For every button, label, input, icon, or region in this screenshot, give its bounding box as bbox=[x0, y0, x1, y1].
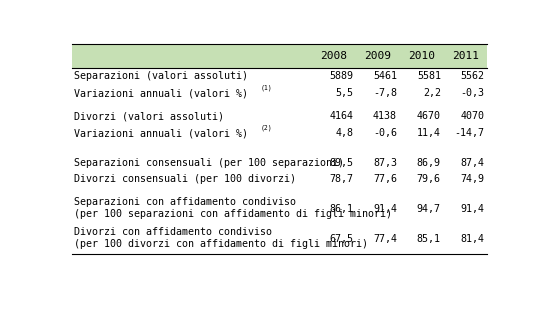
Text: 5581: 5581 bbox=[417, 71, 441, 82]
Text: 77,6: 77,6 bbox=[373, 175, 397, 184]
Text: 81,4: 81,4 bbox=[461, 234, 485, 244]
Text: (2): (2) bbox=[260, 125, 272, 131]
Text: (1): (1) bbox=[260, 85, 272, 91]
Text: 85,1: 85,1 bbox=[417, 234, 441, 244]
Text: (per 100 divorzi con affidamento di figli minori): (per 100 divorzi con affidamento di figl… bbox=[74, 239, 368, 249]
Text: 4670: 4670 bbox=[417, 112, 441, 121]
Text: 11,4: 11,4 bbox=[417, 128, 441, 138]
Text: 79,6: 79,6 bbox=[417, 175, 441, 184]
Text: Divorzi (valori assoluti): Divorzi (valori assoluti) bbox=[74, 112, 224, 121]
Text: -0,3: -0,3 bbox=[461, 88, 485, 98]
Text: Divorzi con affidamento condiviso: Divorzi con affidamento condiviso bbox=[74, 227, 272, 237]
Text: Variazioni annuali (valori %): Variazioni annuali (valori %) bbox=[74, 88, 248, 98]
Text: 87,4: 87,4 bbox=[461, 158, 485, 167]
Text: 86,9: 86,9 bbox=[417, 158, 441, 167]
Text: Separazioni con affidamento condiviso: Separazioni con affidamento condiviso bbox=[74, 197, 296, 207]
Text: 78,7: 78,7 bbox=[329, 175, 353, 184]
Text: 5,5: 5,5 bbox=[335, 88, 353, 98]
Text: 5889: 5889 bbox=[329, 71, 353, 82]
Text: 91,4: 91,4 bbox=[373, 204, 397, 214]
Text: 74,9: 74,9 bbox=[461, 175, 485, 184]
Text: 67,5: 67,5 bbox=[329, 234, 353, 244]
Text: 4,8: 4,8 bbox=[335, 128, 353, 138]
Text: Separazioni consensuali (per 100 separazioni): Separazioni consensuali (per 100 separaz… bbox=[74, 158, 344, 167]
Text: Variazioni annuali (valori %): Variazioni annuali (valori %) bbox=[74, 128, 248, 138]
Text: 4164: 4164 bbox=[329, 112, 353, 121]
Text: 2011: 2011 bbox=[452, 51, 479, 61]
Text: 2,2: 2,2 bbox=[423, 88, 441, 98]
Text: 5562: 5562 bbox=[461, 71, 485, 82]
Text: 86,1: 86,1 bbox=[329, 204, 353, 214]
Text: -0,6: -0,6 bbox=[373, 128, 397, 138]
Text: 2009: 2009 bbox=[364, 51, 391, 61]
Text: 94,7: 94,7 bbox=[417, 204, 441, 214]
Text: (per 100 separazioni con affidamento di figli minori): (per 100 separazioni con affidamento di … bbox=[74, 209, 392, 219]
Text: 91,4: 91,4 bbox=[461, 204, 485, 214]
Text: Separazioni (valori assoluti): Separazioni (valori assoluti) bbox=[74, 71, 248, 82]
Text: 77,4: 77,4 bbox=[373, 234, 397, 244]
Text: 4138: 4138 bbox=[373, 112, 397, 121]
Text: 87,3: 87,3 bbox=[373, 158, 397, 167]
Text: -14,7: -14,7 bbox=[455, 128, 485, 138]
Text: 5461: 5461 bbox=[373, 71, 397, 82]
Text: 2010: 2010 bbox=[408, 51, 435, 61]
Text: 2008: 2008 bbox=[320, 51, 347, 61]
Text: -7,8: -7,8 bbox=[373, 88, 397, 98]
Bar bbox=[72, 44, 487, 68]
Text: 89,5: 89,5 bbox=[329, 158, 353, 167]
Text: 4070: 4070 bbox=[461, 112, 485, 121]
Text: Divorzi consensuali (per 100 divorzi): Divorzi consensuali (per 100 divorzi) bbox=[74, 175, 296, 184]
